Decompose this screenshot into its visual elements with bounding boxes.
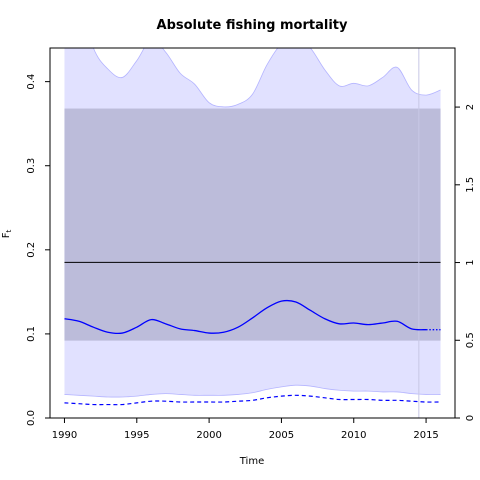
- upper-ci-line: [92, 48, 441, 108]
- y-axis-label: Ft: [1, 229, 13, 238]
- y2-tick-label: 0: [465, 415, 476, 421]
- y-tick-label: 0.2: [26, 242, 37, 258]
- x-axis: 1990 1995 2000 2005 2010 2015: [52, 418, 439, 441]
- y2-tick-label: 0.5: [465, 332, 476, 348]
- estimate-line: [64, 299, 427, 335]
- y2-axis: 0 0.5 1 1.5 2: [455, 104, 476, 421]
- y-axis-label-main: F: [1, 232, 12, 238]
- y-tick-label: 0.3: [26, 158, 37, 174]
- x-tick-label: 2015: [413, 430, 438, 441]
- y2-tick-label: 2: [465, 104, 476, 110]
- x-tick-label: 2005: [269, 430, 294, 441]
- chart-title: Absolute fishing mortality: [157, 18, 348, 33]
- plot-frame: [49, 47, 456, 419]
- reference-band: [64, 108, 441, 341]
- y-tick-label: 0.4: [26, 74, 37, 90]
- lower-ci-line: [64, 384, 441, 398]
- x-tick-label: 1990: [52, 430, 77, 441]
- x-tick-label: 1995: [124, 430, 149, 441]
- x-axis-label: Time: [239, 456, 264, 467]
- x-tick-label: 2000: [196, 430, 221, 441]
- y2-tick-label: 1: [465, 259, 476, 265]
- y-tick-label: 0.1: [26, 326, 37, 342]
- y-axis: 0.0 0.1 0.2 0.3 0.4: [26, 74, 50, 426]
- y-axis-label-subscript: t: [5, 229, 13, 232]
- x-tick-label: 2010: [341, 430, 366, 441]
- plot-layer: [64, 48, 441, 418]
- y-tick-label: 0.0: [26, 410, 37, 426]
- y2-tick-label: 1.5: [465, 177, 476, 193]
